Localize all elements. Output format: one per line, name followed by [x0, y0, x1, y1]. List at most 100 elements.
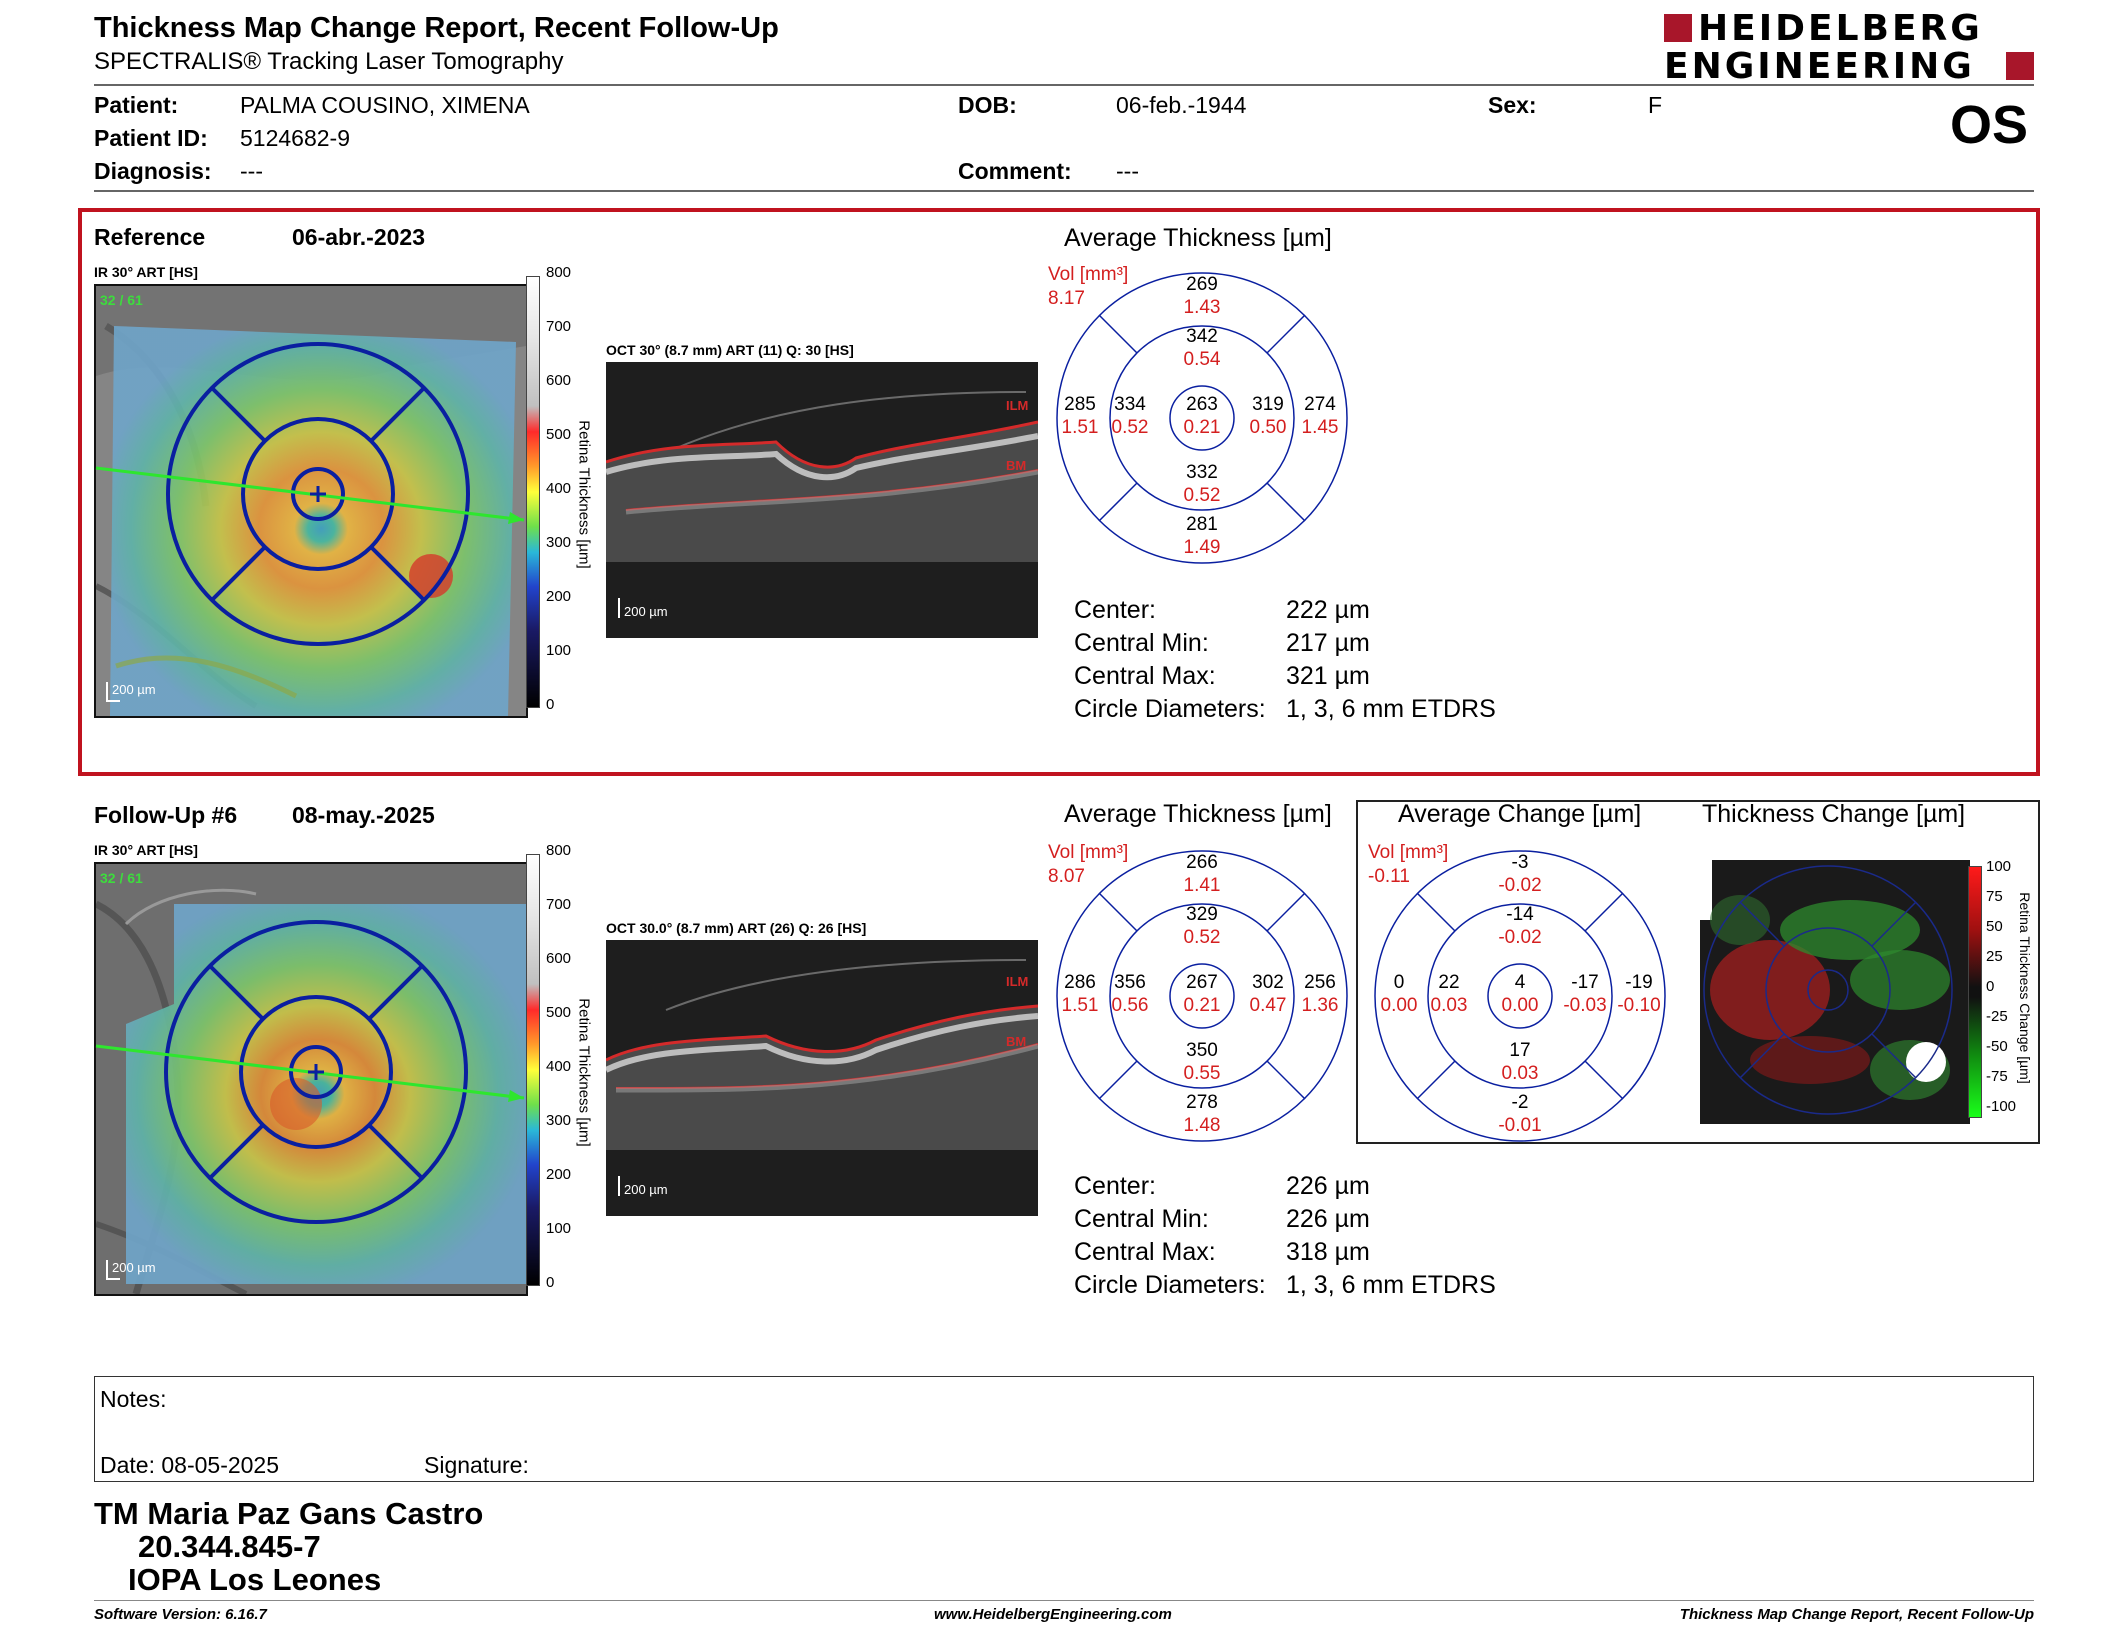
footer-website[interactable]: www.HeidelbergEngineering.com: [934, 1606, 1172, 1623]
change-outer-right-volume: -0.10: [1617, 995, 1661, 1016]
change-map-title: Thickness Change [µm]: [1702, 800, 1966, 828]
change-outer-left-thickness: 0: [1393, 972, 1405, 993]
reference-oct-svg: [606, 362, 1038, 638]
reference-cb-tick: 500: [546, 426, 572, 443]
reference-oct-label: OCT 30° (8.7 mm) ART (11) Q: 30 [HS]: [606, 342, 854, 358]
reference-center-label: Center:: [1074, 596, 1156, 624]
patient-value: PALMA COUSINO, XIMENA: [240, 92, 530, 118]
change-cb-tick: 75: [1986, 888, 2003, 905]
reference-inner-top-thickness: 342: [1186, 326, 1218, 347]
notes-box[interactable]: [94, 1376, 2034, 1482]
followup-oct-svg: [606, 940, 1038, 1216]
followup-vol-label: Vol [mm³]: [1048, 842, 1129, 863]
reference-cb-tick: 100: [546, 642, 572, 659]
reference-vol-label: Vol [mm³]: [1048, 264, 1129, 285]
dob-value: 06-feb.-1944: [1116, 92, 1247, 118]
reference-scale-bar-v: [106, 682, 108, 702]
change-inner-left-volume: 0.03: [1430, 995, 1468, 1016]
followup-scale-bar-h: [106, 1278, 120, 1280]
followup-outer-bottom-volume: 1.48: [1183, 1115, 1221, 1136]
change-outer-top-thickness: -3: [1511, 852, 1529, 873]
footer-divider: [94, 1600, 2034, 1601]
change-inner-bottom-volume: 0.03: [1501, 1063, 1539, 1084]
followup-oct-scale-bar: [618, 1176, 620, 1196]
change-center-thickness: 4: [1514, 972, 1526, 993]
heidelberg-logo: HEIDELBERG ENGINEERING: [1664, 8, 2034, 87]
reference-cb-tick: 0: [546, 696, 555, 713]
diagnosis-value: ---: [240, 158, 263, 184]
followup-inner-top-thickness: 329: [1186, 904, 1218, 925]
reference-center-thickness: 263: [1186, 394, 1218, 415]
followup-etdrs-grid: [1056, 850, 1348, 1142]
followup-cb-tick: 800: [546, 842, 572, 859]
reference-min-label: Central Min:: [1074, 629, 1209, 657]
reference-cb-tick: 200: [546, 588, 572, 605]
reference-cb-tick: 800: [546, 264, 572, 281]
reference-date: 06-abr.-2023: [292, 224, 425, 250]
followup-outer-top-volume: 1.41: [1183, 875, 1221, 896]
followup-ir-label: IR 30° ART [HS]: [94, 842, 198, 858]
change-center-volume: 0.00: [1501, 995, 1539, 1016]
followup-outer-bottom-thickness: 278: [1186, 1092, 1218, 1113]
followup-inner-left-volume: 0.56: [1111, 995, 1149, 1016]
footer-software: Software Version: 6.16.7: [94, 1606, 267, 1623]
followup-outer-left-volume: 1.51: [1061, 995, 1099, 1016]
change-inner-top-thickness: -14: [1506, 904, 1534, 925]
reference-cb-tick: 700: [546, 318, 572, 335]
followup-oct-scale-text: 200 µm: [624, 1182, 668, 1197]
followup-scale-text: 200 µm: [112, 1260, 156, 1275]
followup-inner-right-thickness: 302: [1252, 972, 1284, 993]
change-etdrs-grid: [1374, 850, 1666, 1142]
reference-max-label: Central Max:: [1074, 662, 1216, 690]
reference-outer-left-thickness: 285: [1064, 394, 1096, 415]
change-cb-tick: 50: [1986, 918, 2003, 935]
change-colorbar: [1968, 866, 1982, 1118]
reference-colorbar-label: Retina Thickness [µm]: [575, 420, 593, 569]
followup-ir-overlay: 32 / 61: [100, 870, 143, 886]
followup-vol-value: 8.07: [1048, 866, 1085, 887]
reference-inner-bottom-thickness: 332: [1186, 462, 1218, 483]
reference-circle-value: 1, 3, 6 mm ETDRS: [1286, 695, 1496, 723]
reference-fundus-svg: [96, 286, 526, 716]
signatory-rut: 20.344.845-7: [138, 1529, 321, 1564]
reference-min-value: 217 µm: [1286, 629, 1370, 657]
followup-oct-ilm: ILM: [1006, 974, 1029, 989]
reference-outer-top-volume: 1.43: [1183, 297, 1221, 318]
change-outer-left-volume: 0.00: [1380, 995, 1418, 1016]
reference-avg-title: Average Thickness [µm]: [1064, 224, 1332, 252]
followup-outer-right-thickness: 256: [1304, 972, 1336, 993]
change-outer-bottom-thickness: -2: [1511, 1092, 1529, 1113]
followup-oct-image: [606, 940, 1038, 1216]
followup-outer-top-thickness: 266: [1186, 852, 1218, 873]
followup-cb-tick: 500: [546, 1004, 572, 1021]
reference-oct-image: [606, 362, 1038, 638]
logo-square-bottom: [2006, 52, 2034, 80]
change-cb-tick: -75: [1986, 1068, 2008, 1085]
reference-max-value: 321 µm: [1286, 662, 1370, 690]
reference-center-value: 222 µm: [1286, 596, 1370, 624]
reference-ir-overlay: 32 / 61: [100, 292, 143, 308]
change-map-svg: [1700, 860, 1970, 1124]
followup-inner-right-volume: 0.47: [1249, 995, 1287, 1016]
reference-oct-scale-bar: [618, 598, 620, 618]
followup-oct-label: OCT 30.0° (8.7 mm) ART (26) Q: 26 [HS]: [606, 920, 867, 936]
change-outer-right-thickness: -19: [1625, 972, 1653, 993]
reference-etdrs-overlay: [95, 342, 525, 646]
reference-outer-left-volume: 1.51: [1061, 417, 1099, 438]
reference-outer-right-volume: 1.45: [1301, 417, 1339, 438]
reference-inner-top-volume: 0.54: [1183, 349, 1221, 370]
followup-center-thickness: 267: [1186, 972, 1218, 993]
followup-center-value: 226 µm: [1286, 1172, 1370, 1200]
reference-inner-right-volume: 0.50: [1249, 417, 1287, 438]
reference-vol-value: 8.17: [1048, 288, 1085, 309]
followup-colorbar-label: Retina Thickness [µm]: [575, 998, 593, 1147]
reference-fundus-image: [94, 284, 528, 718]
followup-circle-value: 1, 3, 6 mm ETDRS: [1286, 1271, 1496, 1299]
change-box: [1356, 800, 2040, 1144]
patient-label: Patient:: [94, 92, 179, 118]
followup-scale-bar-v: [106, 1260, 108, 1280]
reference-oct-scale-text: 200 µm: [624, 604, 668, 619]
reference-frame: [78, 208, 2040, 776]
reference-circle-label: Circle Diameters:: [1074, 695, 1266, 723]
